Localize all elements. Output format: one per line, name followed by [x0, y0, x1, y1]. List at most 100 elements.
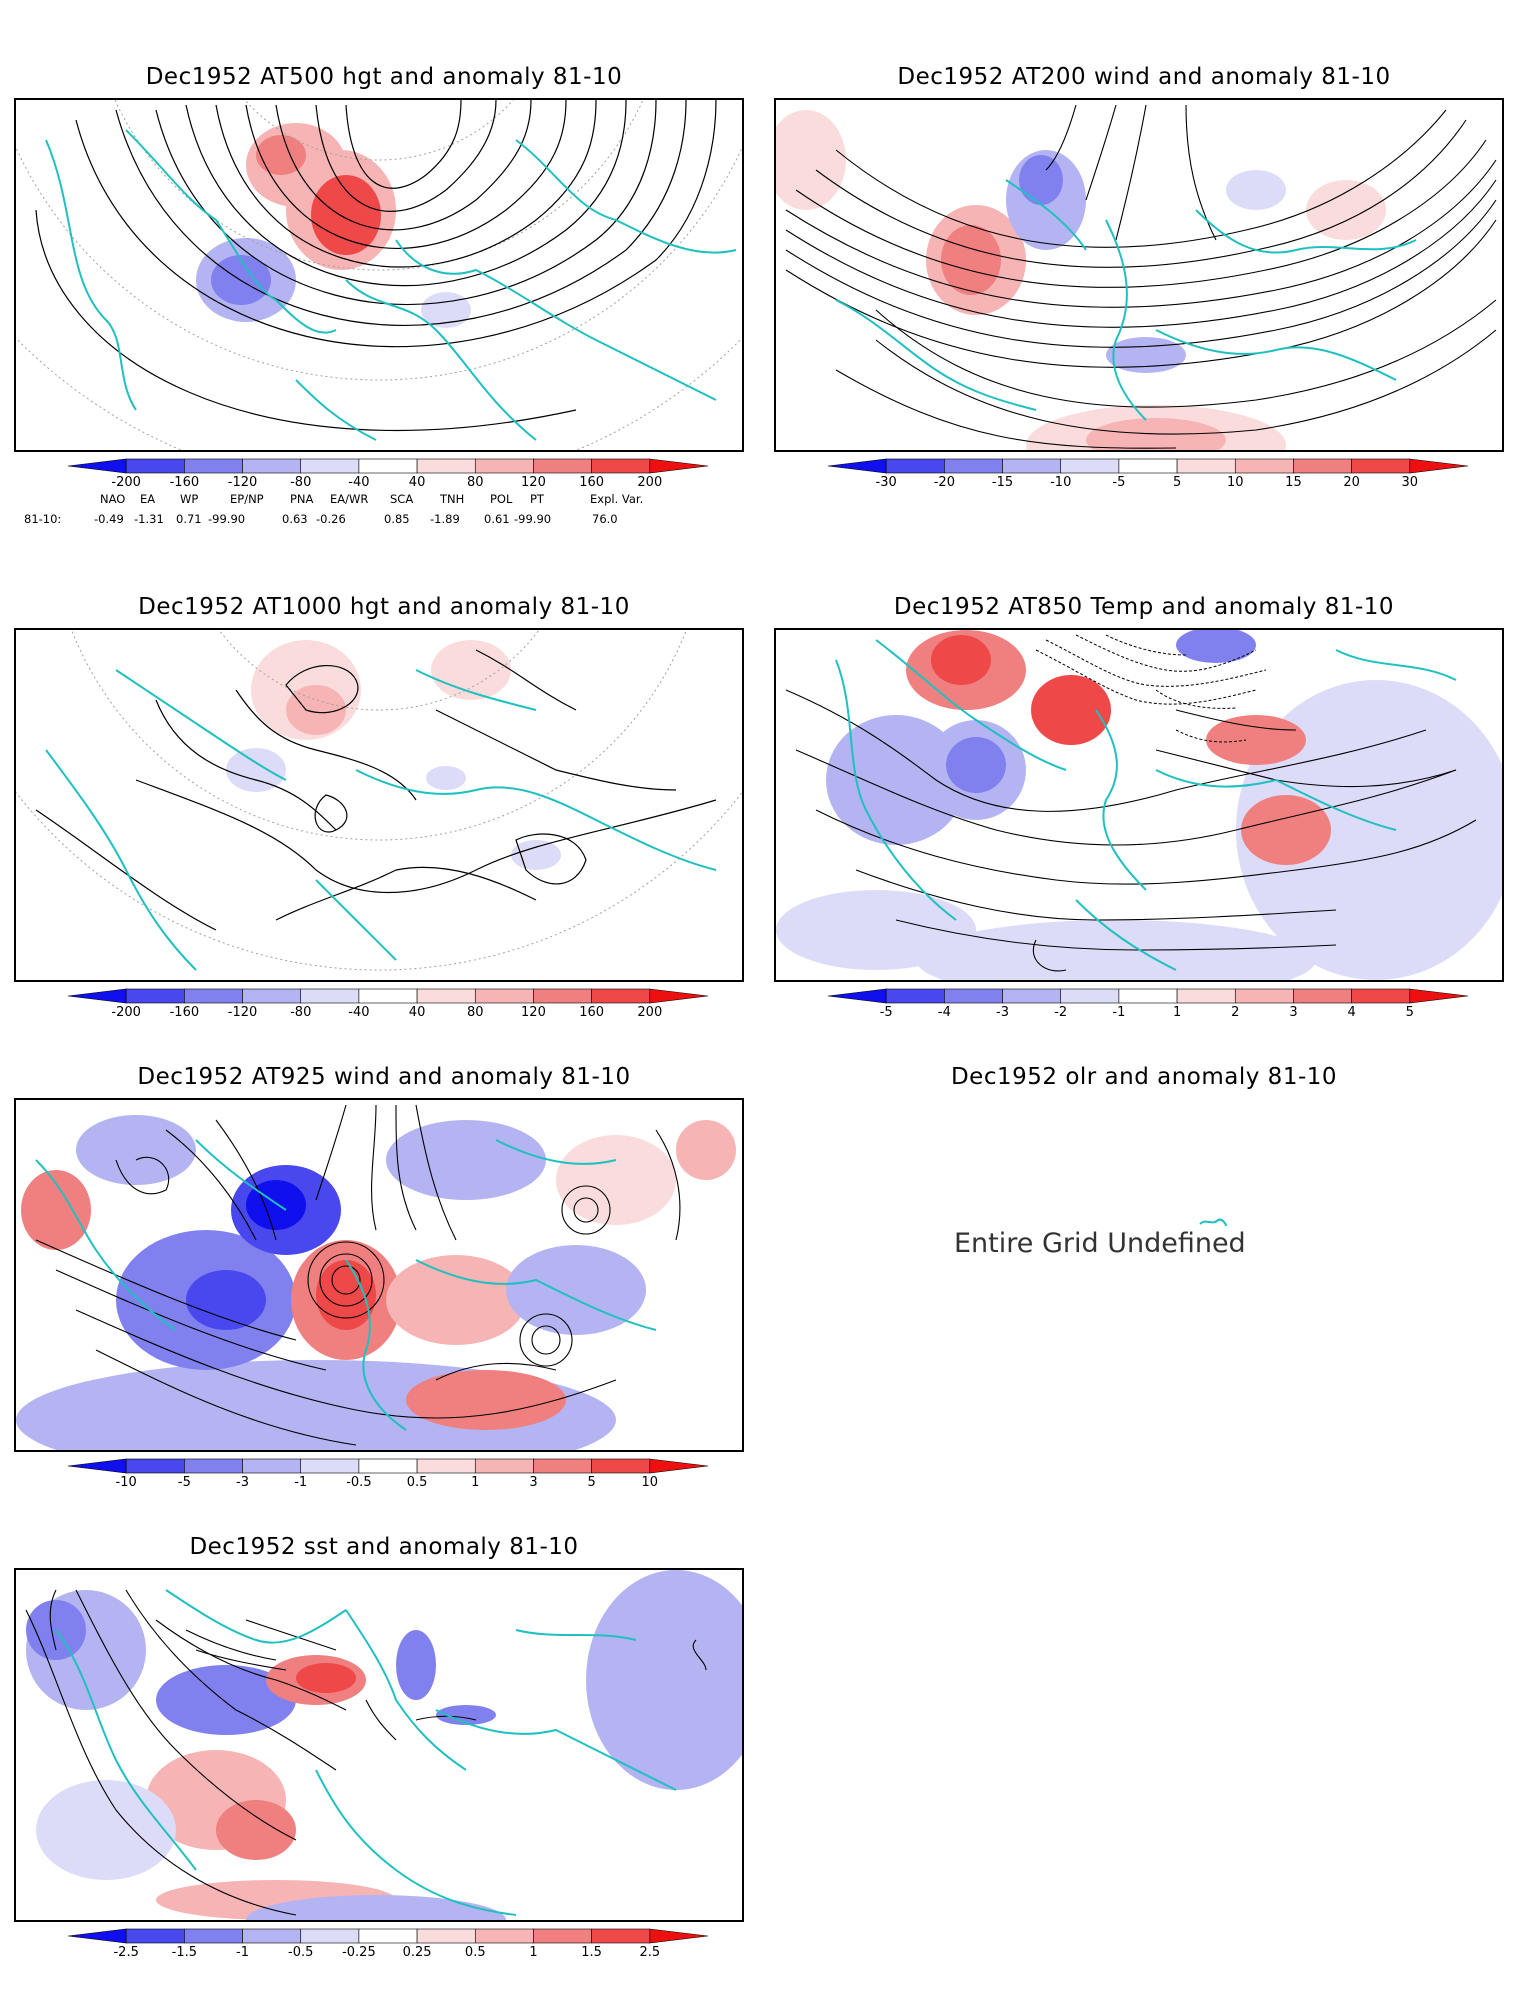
colorbar-tick-label: 10 [1226, 475, 1244, 490]
colorbar-at500: -200 -160 -120 -80 -40 40 80 120 160 200 [58, 458, 718, 494]
colorbar-tick-label: -40 [348, 475, 370, 490]
colorbar-tick-label: 200 [637, 475, 663, 490]
panel-sst: Dec1952 sst and anomaly 81-10 [14, 1530, 754, 1970]
colorbar-swatches [67, 988, 709, 1004]
colorbar-swatch [1351, 988, 1411, 1004]
index-value: 0.61 [484, 512, 510, 526]
colorbar-swatch [474, 988, 534, 1004]
colorbar-tick-label: 2 [1231, 1005, 1240, 1020]
index-header: EP/NP [230, 492, 264, 506]
colorbar-tick-label: -80 [290, 475, 312, 490]
panel-title: Dec1952 AT200 wind and anomaly 81-10 [897, 64, 1391, 90]
colorbar-tick-label: 30 [1401, 475, 1419, 490]
index-value: -0.26 [316, 512, 346, 526]
colorbar-swatch [1176, 458, 1236, 474]
colorbar-swatch [416, 458, 476, 474]
colorbar-tick-label: -0.5 [288, 1945, 314, 1960]
colorbar-tick-label: 1 [1172, 1005, 1182, 1020]
index-header: POL [490, 492, 513, 506]
colorbar-tick-label: -0.5 [346, 1475, 372, 1490]
map-canvas [776, 104, 1497, 450]
colorbar-swatch [885, 988, 945, 1004]
colorbar-swatch [533, 1928, 592, 1944]
colorbar-swatch [533, 1458, 592, 1474]
colorbar-swatches [827, 458, 1469, 474]
map-at925 [14, 1098, 744, 1452]
colorbar-swatch [242, 988, 302, 1004]
map-canvas [25, 1570, 742, 1920]
colorbar-swatch [1351, 458, 1411, 474]
colorbar-swatch [649, 988, 709, 1004]
colorbar-tick-label: 5 [587, 1475, 596, 1490]
colorbar-tick-label: 120 [521, 1005, 546, 1020]
colorbar-tick-label: -1 [1112, 1005, 1126, 1020]
colorbar-tick-label: 160 [579, 475, 605, 490]
colorbar-tick-label: -5 [879, 1005, 893, 1020]
colorbar-swatch [591, 988, 651, 1004]
colorbar-swatch [1002, 988, 1062, 1004]
colorbar-tick-label: 5 [1405, 1005, 1414, 1020]
colorbar-swatch [591, 1928, 651, 1944]
index-value: -99.90 [514, 512, 552, 526]
colorbar-tick-label: -2.5 [113, 1945, 139, 1960]
colorbar-tick-label: 1 [529, 1945, 538, 1960]
index-values: 81-10: -0.49 -1.31 0.71 -99.90 0.63 -0.26 0.85 -… [20, 512, 760, 530]
colorbar-swatch [591, 1458, 651, 1474]
colorbar-swatch [416, 1928, 476, 1944]
colorbar-tick-label: 0.5 [464, 1945, 486, 1960]
colorbar-tick-label: 4 [1347, 1005, 1356, 1020]
colorbar-swatch [125, 988, 185, 1004]
colorbar-at925: -10 -5 -3 -1 -0.5 0.5 1 3 5 10 [58, 1458, 718, 1494]
panel-at925: Dec1952 AT925 wind and anomaly 81-10 [14, 1060, 754, 1500]
colorbar-tick-label: -160 [169, 475, 200, 490]
colorbar-tick-label: -30 [875, 475, 897, 490]
index-header: EA/WR [330, 492, 369, 506]
colorbar-tick-label: 10 [641, 1475, 659, 1490]
colorbar-swatch [184, 1928, 243, 1944]
colorbar-at200: -30 -20 -15 -10 -5 5 10 15 20 30 [818, 458, 1478, 494]
map-at850 [774, 628, 1504, 982]
index-header: PNA [290, 492, 314, 506]
map-canvas [16, 630, 742, 971]
colorbar-swatch [67, 1458, 127, 1474]
colorbar-swatch [649, 458, 709, 474]
panel-title: Dec1952 AT850 Temp and anomaly 81-10 [893, 594, 1395, 620]
colorbar-swatch [125, 1928, 185, 1944]
colorbar-swatch [416, 1458, 476, 1474]
index-value: 0.63 [282, 512, 308, 526]
colorbar-tick-label: -10 [1050, 475, 1072, 490]
map-at500 [14, 98, 744, 452]
colorbar-swatches [67, 458, 709, 474]
colorbar-swatches [67, 1928, 709, 1944]
colorbar-tick-label: -200 [111, 475, 141, 490]
colorbar-tick-label: -40 [348, 1005, 370, 1020]
map-at200 [774, 98, 1504, 452]
colorbar-swatch [416, 988, 476, 1004]
colorbar-swatch [242, 458, 302, 474]
colorbar-tick-label: 3 [1289, 1005, 1298, 1020]
colorbar-swatch [67, 988, 127, 1004]
panel-title: Dec1952 AT500 hgt and anomaly 81-10 [145, 64, 623, 90]
colorbar-tick-label: 1.5 [581, 1945, 602, 1960]
panel-at850: Dec1952 AT850 Temp and anomaly 81-10 [774, 590, 1514, 1030]
colorbar-tick-label: -3 [236, 1475, 250, 1490]
index-header: WP [180, 492, 199, 506]
index-header: Expl. Var. [590, 492, 644, 506]
colorbar-swatch [300, 988, 360, 1004]
map-canvas [16, 100, 742, 450]
colorbar-swatch [300, 1458, 360, 1474]
colorbar-tick-label: -1 [236, 1945, 250, 1960]
colorbar-swatch [184, 1458, 243, 1474]
colorbar-tick-label: 80 [466, 475, 484, 490]
colorbar-tick-label: 3 [529, 1475, 538, 1490]
colorbar-swatch [533, 988, 592, 1004]
colorbar-swatch [184, 988, 243, 1004]
colorbar-tick-label: -0.25 [342, 1945, 376, 1960]
colorbar-swatch [1293, 458, 1352, 474]
index-value: 0.85 [384, 512, 410, 526]
index-header: NAO [100, 492, 126, 506]
index-header: SCA [390, 492, 414, 506]
colorbar-tick-label: 160 [579, 1005, 605, 1020]
colorbar-tick-label: 5 [1172, 475, 1182, 490]
colorbar-sst: -2.5 -1.5 -1 -0.5 -0.25 0.25 0.5 1 1.5 2.5 [58, 1928, 718, 1964]
